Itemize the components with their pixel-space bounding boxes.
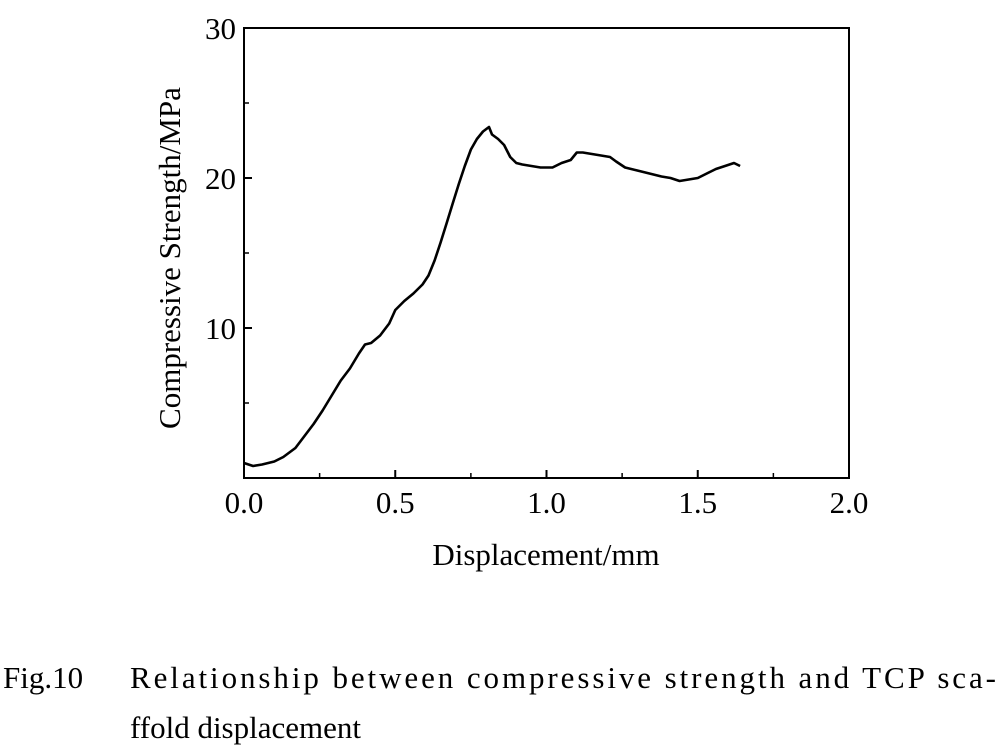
figure-caption-line-2: ffold displacement xyxy=(130,710,361,745)
series-line xyxy=(243,125,741,468)
y-axis-ticks xyxy=(244,27,252,404)
y-tick-label: 30 xyxy=(205,11,236,46)
plot-frame xyxy=(243,27,850,479)
x-tick-label: 1.0 xyxy=(527,485,566,520)
y-tick-label: 20 xyxy=(205,161,236,196)
x-tick-label: 2.0 xyxy=(830,485,869,520)
x-tick-label: 0.5 xyxy=(376,485,415,520)
x-tick-label: 1.5 xyxy=(678,485,717,520)
x-axis-ticks xyxy=(243,470,850,478)
y-axis-tick-labels: 10 20 30 xyxy=(205,11,236,346)
y-axis-title: Compressive Strength/MPa xyxy=(152,87,187,429)
figure-caption-label: Fig.10 xyxy=(3,660,83,695)
figure-caption-line-1: Relationship between compressive strengt… xyxy=(130,660,996,695)
x-axis-title: Displacement/mm xyxy=(432,537,659,572)
x-tick-label: 0.0 xyxy=(225,485,264,520)
y-tick-label: 10 xyxy=(205,311,236,346)
x-axis-tick-labels: 0.0 0.5 1.0 1.5 2.0 xyxy=(225,485,869,520)
